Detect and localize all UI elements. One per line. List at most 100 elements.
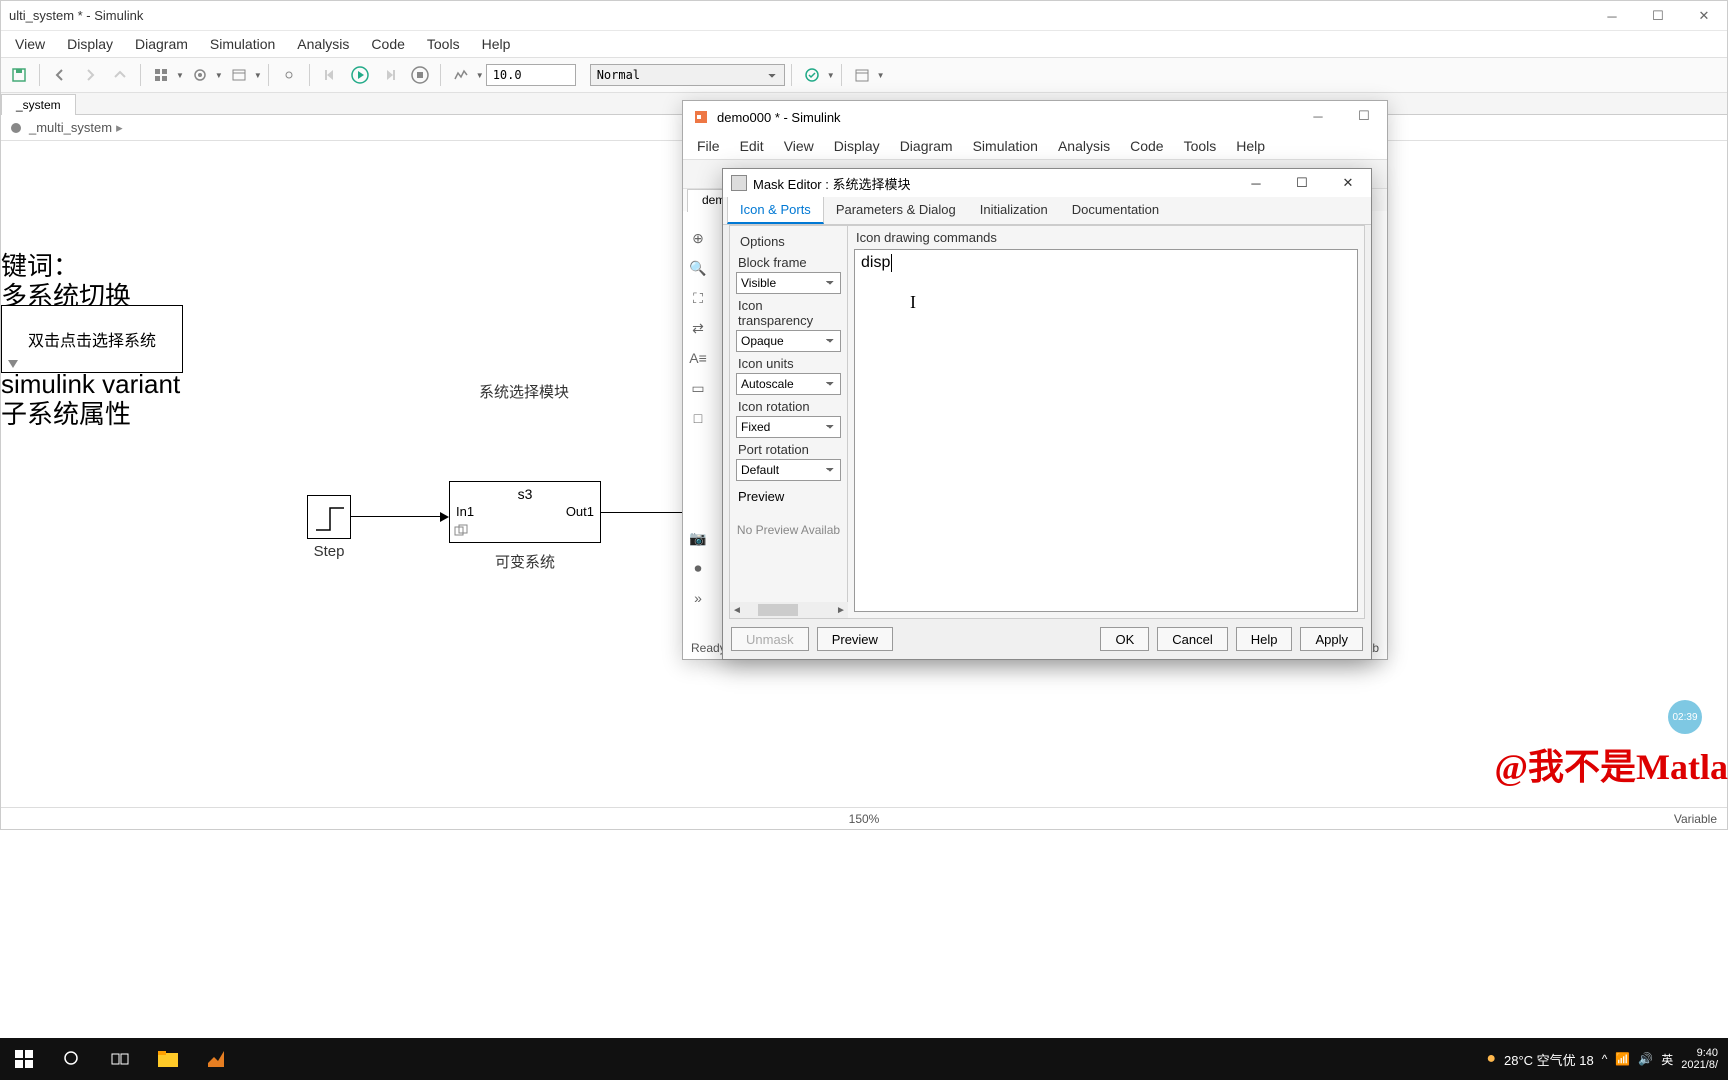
mask-minimize-button[interactable]: ─	[1233, 169, 1279, 197]
clock[interactable]: 9:40 2021/8/	[1681, 1047, 1718, 1071]
tab-documentation[interactable]: Documentation	[1060, 197, 1171, 224]
menu-simulation[interactable]: Simulation	[200, 33, 285, 55]
search-button[interactable]	[48, 1038, 96, 1080]
minimize-button[interactable]: ─	[1589, 1, 1635, 31]
palette-swap-icon[interactable]: ⇄	[688, 319, 708, 337]
forward-icon[interactable]	[76, 61, 104, 89]
tray-chevron-icon[interactable]: ^	[1602, 1052, 1608, 1066]
run-icon[interactable]	[346, 61, 374, 89]
matlab-taskbar-icon[interactable]	[192, 1038, 240, 1080]
opt-block-frame-label: Block frame	[736, 251, 841, 272]
sub-menu-view[interactable]: View	[774, 135, 824, 157]
palette-fit-icon[interactable]: ⛶	[688, 289, 708, 307]
drawing-commands-textarea[interactable]: disp I	[854, 249, 1358, 612]
library-browser-button[interactable]: ▼	[147, 61, 184, 89]
options-scrollbar[interactable]: ◄ ►	[730, 602, 848, 618]
step-back-icon[interactable]	[316, 61, 344, 89]
sub-status-text: Ready	[691, 641, 726, 655]
scroll-thumb[interactable]	[758, 604, 798, 616]
sub-palette: ⊕ 🔍 ⛶ ⇄ A≡ ▭ □ 📷 ⏺ »	[683, 221, 713, 607]
menu-tools[interactable]: Tools	[417, 33, 470, 55]
volume-icon[interactable]: 🔊	[1638, 1052, 1653, 1066]
opt-port-rotation-select[interactable]: Default	[736, 459, 841, 481]
palette-more-icon[interactable]: »	[688, 589, 708, 607]
breadcrumb-item[interactable]: _multi_system	[29, 120, 112, 135]
help-button[interactable]: Help	[1236, 627, 1293, 651]
menu-analysis[interactable]: Analysis	[287, 33, 359, 55]
tab-icon-ports[interactable]: Icon & Ports	[727, 196, 824, 224]
palette-nav-icon[interactable]: ⊕	[688, 229, 708, 247]
menu-help[interactable]: Help	[472, 33, 521, 55]
zoom-level[interactable]: 150%	[849, 812, 880, 826]
block2-label: 可变系统	[449, 551, 601, 572]
maximize-button[interactable]: ☐	[1635, 1, 1681, 31]
sub-menu-analysis[interactable]: Analysis	[1048, 135, 1120, 157]
network-icon[interactable]: 📶	[1615, 1052, 1630, 1066]
sub-menu-edit[interactable]: Edit	[730, 135, 774, 157]
mask-close-button[interactable]: ✕	[1325, 169, 1371, 197]
model-tab[interactable]: _system	[1, 94, 76, 115]
mask-footer: Unmask Preview OK Cancel Help Apply	[731, 625, 1363, 653]
apply-button[interactable]: Apply	[1300, 627, 1363, 651]
block2-out: Out1	[566, 504, 594, 519]
stop-time-input[interactable]	[486, 64, 576, 86]
cancel-button[interactable]: Cancel	[1157, 627, 1227, 651]
mask-tabs: Icon & Ports Parameters & Dialog Initial…	[723, 197, 1371, 225]
main-title: ulti_system * - Simulink	[9, 8, 143, 23]
palette-rect-icon[interactable]: □	[688, 409, 708, 427]
scroll-left-icon[interactable]: ◄	[730, 605, 744, 616]
start-button[interactable]	[0, 1038, 48, 1080]
mask-titlebar[interactable]: Mask Editor : 系统选择模块 ─ ☐ ✕	[723, 169, 1371, 197]
preview-button[interactable]: Preview	[817, 627, 893, 651]
scope-button[interactable]: ▼	[447, 61, 484, 89]
variant-subsystem-block[interactable]: s3 In1 Out1	[449, 481, 601, 543]
step-block[interactable]	[307, 495, 351, 539]
sub-maximize-button[interactable]: ☐	[1341, 101, 1387, 131]
sub-menu-display[interactable]: Display	[824, 135, 890, 157]
sub-minimize-button[interactable]: ─	[1295, 101, 1341, 131]
sub-menu-file[interactable]: File	[687, 135, 730, 157]
palette-snapshot-icon[interactable]: 📷	[688, 529, 708, 547]
task-view-button[interactable]	[96, 1038, 144, 1080]
ok-button[interactable]: OK	[1100, 627, 1149, 651]
tab-parameters[interactable]: Parameters & Dialog	[824, 197, 968, 224]
build-button[interactable]: ▼	[798, 61, 835, 89]
opt-rotation-select[interactable]: Fixed	[736, 416, 841, 438]
sub-menu-code[interactable]: Code	[1120, 135, 1173, 157]
sim-mode-select[interactable]: Normal	[590, 64, 785, 86]
mask-maximize-button[interactable]: ☐	[1279, 169, 1325, 197]
menu-display[interactable]: Display	[57, 33, 123, 55]
palette-image-icon[interactable]: ▭	[688, 379, 708, 397]
sub-menu-diagram[interactable]: Diagram	[890, 135, 963, 157]
sub-menu-help[interactable]: Help	[1226, 135, 1275, 157]
opt-units-select[interactable]: Autoscale	[736, 373, 841, 395]
explorer-button[interactable]: ▼	[225, 61, 262, 89]
palette-text-icon[interactable]: A≡	[688, 349, 708, 367]
explorer-taskbar-icon[interactable]	[144, 1038, 192, 1080]
schedule-button[interactable]: ▼	[848, 61, 885, 89]
opt-block-frame-select[interactable]: Visible	[736, 272, 841, 294]
save-icon[interactable]	[5, 61, 33, 89]
tab-initialization[interactable]: Initialization	[968, 197, 1060, 224]
unmask-button[interactable]: Unmask	[731, 627, 809, 651]
stop-icon[interactable]	[406, 61, 434, 89]
weather-text[interactable]: 28°C 空气优 18	[1504, 1050, 1594, 1069]
model-config-button[interactable]: ▼	[186, 61, 223, 89]
palette-zoom-icon[interactable]: 🔍	[688, 259, 708, 277]
opt-transparency-select[interactable]: Opaque	[736, 330, 841, 352]
menu-code[interactable]: Code	[361, 33, 414, 55]
back-icon[interactable]	[46, 61, 74, 89]
system-selector-block[interactable]: 双击点击选择系统	[1, 305, 183, 373]
palette-record-icon[interactable]: ⏺	[688, 559, 708, 577]
up-icon[interactable]	[106, 61, 134, 89]
sub-menu-tools[interactable]: Tools	[1174, 135, 1227, 157]
link-icon[interactable]	[275, 61, 303, 89]
ime-indicator[interactable]: 英	[1661, 1051, 1673, 1068]
scroll-right-icon[interactable]: ►	[834, 605, 848, 616]
close-button[interactable]: ✕	[1681, 1, 1727, 31]
windows-taskbar: ● 28°C 空气优 18 ^ 📶 🔊 英 9:40 2021/8/	[0, 1038, 1728, 1080]
menu-view[interactable]: View	[5, 33, 55, 55]
step-forward-icon[interactable]	[376, 61, 404, 89]
menu-diagram[interactable]: Diagram	[125, 33, 198, 55]
sub-menu-simulation[interactable]: Simulation	[963, 135, 1048, 157]
